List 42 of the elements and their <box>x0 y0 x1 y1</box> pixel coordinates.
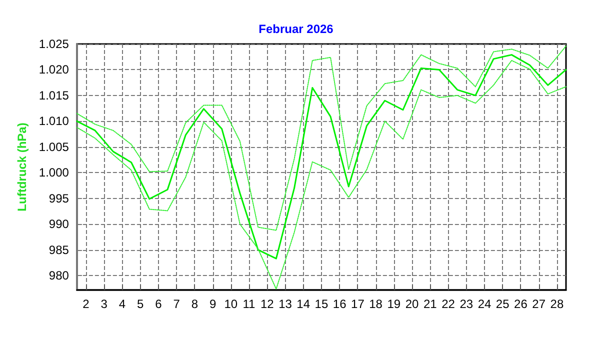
x-tick-label: 21 <box>423 297 438 311</box>
x-tick-label: 18 <box>369 297 383 311</box>
x-tick-label: 2 <box>82 297 90 311</box>
y-tick-label: 1.015 <box>38 88 70 102</box>
line-series <box>76 54 567 260</box>
x-tick-label: 8 <box>191 297 198 311</box>
x-tick-label: 7 <box>173 297 180 311</box>
y-tick-label: 1.010 <box>38 114 70 128</box>
x-tick-label: 24 <box>478 297 492 311</box>
y-tick-label: 980 <box>48 268 70 283</box>
x-tick-label: 28 <box>550 297 564 311</box>
line-series <box>76 60 566 290</box>
y-axis-title: Luftdruck (hPa) <box>15 122 29 212</box>
x-tick-label: 23 <box>460 297 474 311</box>
x-tick-label: 14 <box>296 297 310 311</box>
x-tick-label: 17 <box>351 297 365 311</box>
x-tick-label: 10 <box>224 297 238 311</box>
x-tick-label: 25 <box>496 297 510 311</box>
y-tick-label: 1.000 <box>38 166 70 180</box>
line-series <box>76 46 566 231</box>
x-tick-label: 3 <box>100 297 108 311</box>
x-tick-label: 20 <box>405 297 420 311</box>
x-tick-label: 5 <box>136 297 144 311</box>
y-tick-label: 1.025 <box>38 37 70 51</box>
x-tick-label: 12 <box>260 297 274 311</box>
chart-title: Februar 2026 <box>258 22 334 36</box>
x-tick-label: 13 <box>278 297 292 311</box>
x-tick-label: 9 <box>209 297 216 311</box>
x-tick-label: 26 <box>514 297 528 311</box>
y-tick-label: 1.020 <box>38 62 70 77</box>
y-tick-label: 990 <box>48 217 70 232</box>
x-tick-label: 16 <box>332 297 347 311</box>
y-tick-label: 985 <box>48 242 70 257</box>
x-tick-label: 15 <box>314 297 328 311</box>
y-tick-label: 1.005 <box>38 140 70 154</box>
x-tick-label: 27 <box>532 297 546 311</box>
x-tick-label: 22 <box>442 297 456 311</box>
x-tick-label: 4 <box>118 297 126 311</box>
x-tick-label: 6 <box>155 297 162 311</box>
x-tick-label: 19 <box>387 297 401 311</box>
y-tick-label: 995 <box>48 191 70 206</box>
x-tick-label: 11 <box>242 297 256 311</box>
